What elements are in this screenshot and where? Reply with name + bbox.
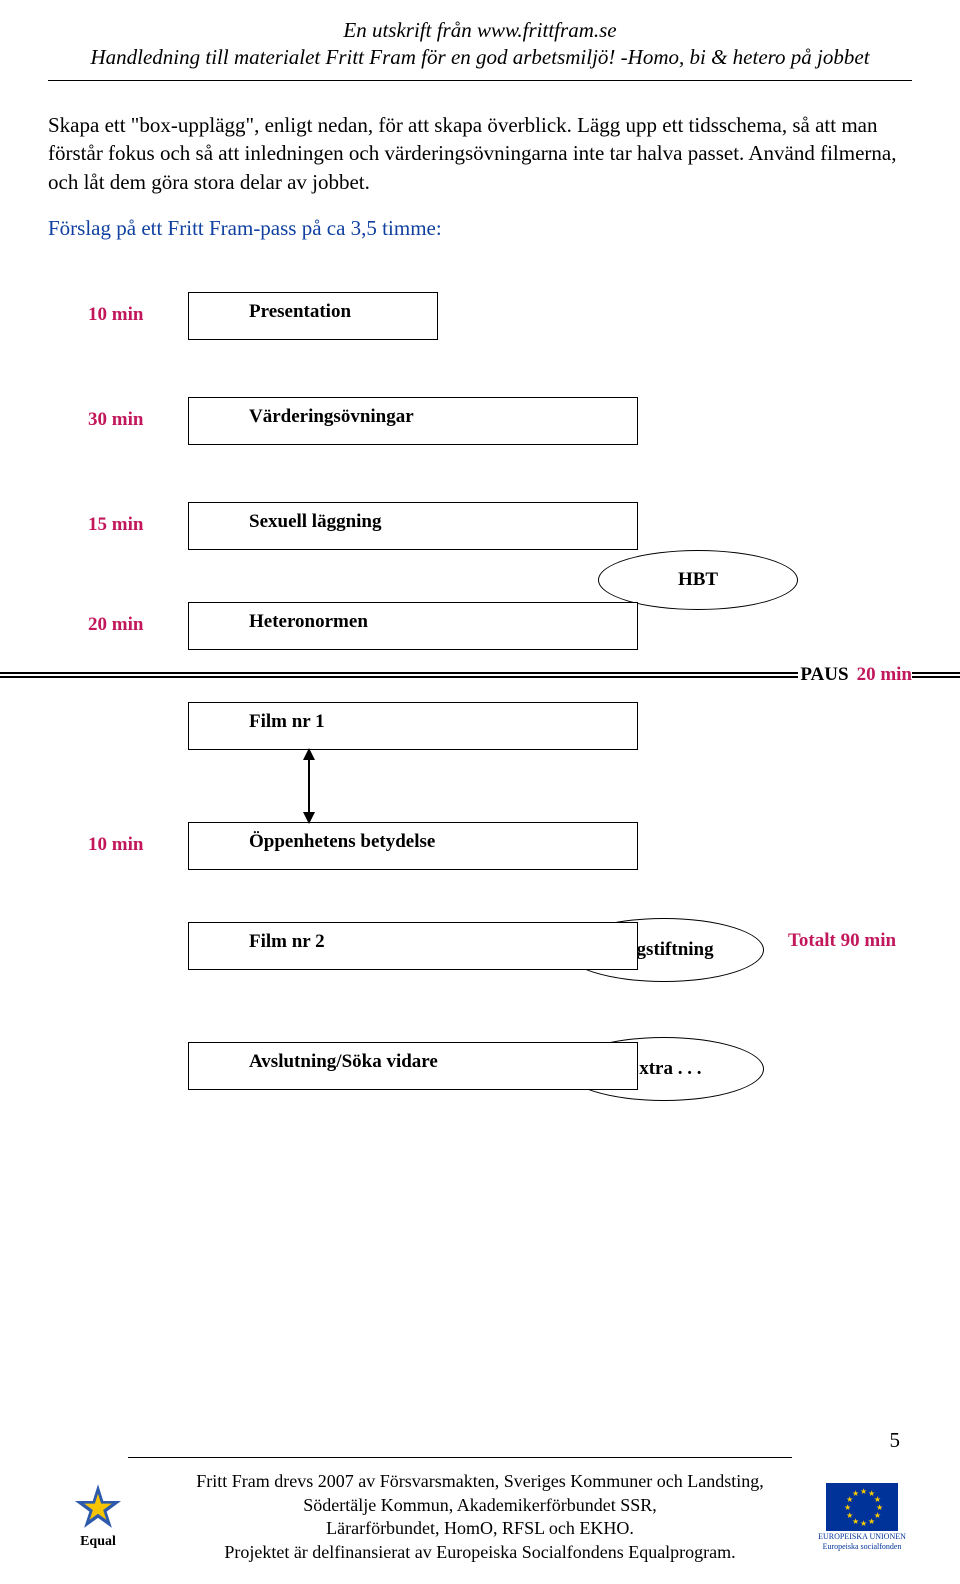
time-label-t4: 20 min (88, 614, 178, 636)
time-label-t3: 15 min (88, 514, 178, 536)
box-b4: Heteronormen (188, 602, 638, 650)
header-line-1: En utskrift från www.frittfram.se (60, 18, 900, 43)
eu-star-icon: ★ (846, 1511, 853, 1520)
page-header: En utskrift från www.frittfram.se Handle… (0, 0, 960, 70)
box-b6: Öppenhetens betydelse (188, 822, 638, 870)
page-number: 5 (48, 1428, 912, 1453)
box-b8: Avslutning/Söka vidare (188, 1042, 638, 1090)
equal-star-icon (74, 1484, 122, 1532)
footer-line-1: Fritt Fram drevs 2007 av Försvarsmakten,… (148, 1470, 812, 1493)
box-b1: Presentation (188, 292, 438, 340)
box-b2: Värderingsövningar (188, 397, 638, 445)
intro-text: Skapa ett "box-upplägg", enligt nedan, f… (0, 81, 960, 242)
footer-rule (128, 1457, 792, 1458)
time-label-t1: 10 min (88, 304, 178, 326)
paus-label: PAUS20 min (798, 664, 912, 686)
schedule-diagram: 10 min 30 min 15 min 20 min 10 min Presentati… (48, 292, 912, 1192)
equal-logo-text: Equal (80, 1534, 116, 1550)
eu-caption-1: EUROPEISKA UNIONEN (818, 1533, 906, 1541)
eu-star-icon: ★ (860, 1487, 867, 1496)
page-footer: 5 Equal Fritt Fram drevs 2007 av Försvar… (0, 1428, 960, 1584)
eu-caption-2: Europeiska socialfonden (823, 1543, 902, 1551)
footer-credits: Fritt Fram drevs 2007 av Försvarsmakten,… (148, 1470, 812, 1564)
eu-star-icon: ★ (844, 1503, 851, 1512)
time-label-t2: 30 min (88, 409, 178, 431)
footer-line-3: Lärarförbundet, HomO, RFSL och EKHO. (148, 1517, 812, 1540)
box-b5: Film nr 1 (188, 702, 638, 750)
header-line-2: Handledning till materialet Fritt Fram f… (60, 45, 900, 70)
footer-line-4: Projektet är delfinansierat av Europeisk… (148, 1541, 812, 1564)
eu-flag-icon: ★★★★★★★★★★★★ (826, 1483, 898, 1531)
eu-star-icon: ★ (852, 1489, 859, 1498)
box-b7: Film nr 2 (188, 922, 638, 970)
arrow-head-up (303, 748, 315, 760)
footer-row: Equal Fritt Fram drevs 2007 av Försvarsm… (48, 1470, 912, 1564)
eu-logo: ★★★★★★★★★★★★ EUROPEISKA UNIONEN Europeis… (812, 1477, 912, 1557)
ellipse-e1: HBT (598, 550, 798, 610)
time-label-t5: 10 min (88, 834, 178, 856)
arrow-head-down (303, 812, 315, 824)
eu-star-icon: ★ (868, 1517, 875, 1526)
footer-line-2: Södertälje Kommun, Akademikerförbundet S… (148, 1494, 812, 1517)
eu-star-icon: ★ (860, 1519, 867, 1528)
box-b3: Sexuell läggning (188, 502, 638, 550)
totalt-label: Totalt 90 min (788, 930, 896, 952)
equal-logo: Equal (48, 1477, 148, 1557)
intro-paragraph-1: Skapa ett "box-upplägg", enligt nedan, f… (48, 111, 912, 196)
intro-paragraph-2: Förslag på ett Fritt Fram-pass på ca 3,5… (48, 214, 912, 242)
